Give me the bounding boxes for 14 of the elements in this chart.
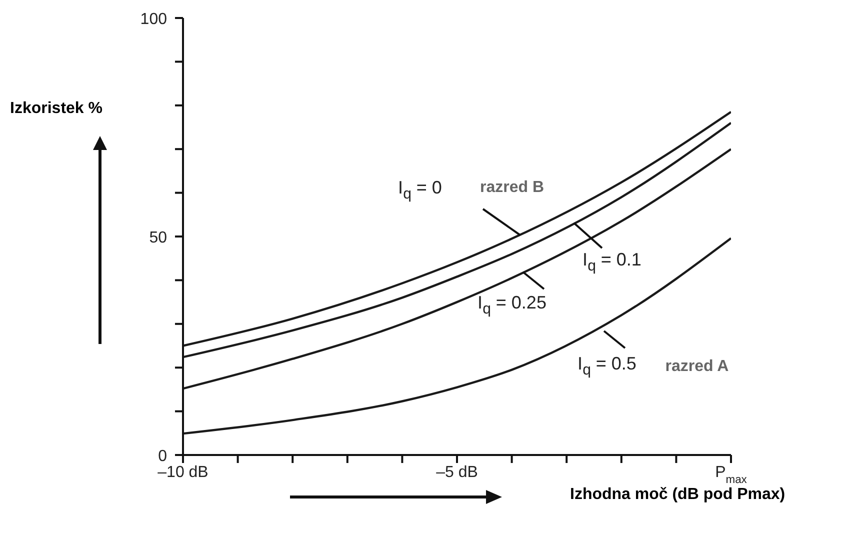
annotation: I$_{q}$ = 0 — [398, 178, 442, 202]
y-tick-label: 0 — [158, 448, 168, 465]
annotation: I$_{q}$ = 0.25 — [478, 292, 546, 318]
y-tick-label: 100 — [140, 11, 168, 28]
y-axis-title: Izkoristek % — [10, 100, 102, 118]
x-tick-label: –10 dB — [158, 464, 208, 481]
annotation: I$_{q}$ = 0.5 — [578, 354, 636, 378]
y-tick-label: 50 — [149, 230, 168, 246]
x-tick-label: P$_{max}$ — [715, 464, 748, 486]
annotation: razred A — [665, 358, 729, 376]
x-tick-label: –5 dB — [436, 464, 478, 481]
annotation: I$_{q}$ = 0.1 — [582, 250, 642, 274]
annotation: razred B — [480, 179, 544, 197]
x-axis-title: Izhodna moč (dB pod Pmax) — [570, 486, 786, 504]
